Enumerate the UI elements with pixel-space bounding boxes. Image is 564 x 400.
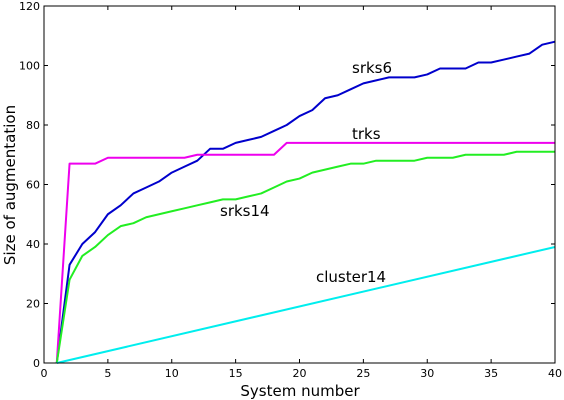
series-line-trks	[55, 141, 555, 364]
series-layer	[55, 40, 556, 364]
x-tick-label: 15	[229, 367, 243, 380]
x-axis-label: System number	[240, 382, 360, 400]
y-tick-label: 80	[26, 119, 40, 132]
series-line-srks14	[55, 150, 555, 364]
annotation-srks6: srks6	[352, 59, 392, 77]
series-line-cluster14	[56, 245, 556, 364]
y-tick-label: 0	[33, 357, 40, 370]
y-tick-label: 120	[19, 0, 40, 13]
ticks-layer: 0 5 10 15 20 25 30 35 40 0 20 40 60 80 100 120	[19, 0, 562, 380]
x-tick-label: 0	[41, 367, 48, 380]
annotation-srks14: srks14	[220, 202, 270, 220]
x-tick-label: 30	[420, 367, 434, 380]
y-axis-label: Size of augmentation	[1, 105, 19, 265]
annotation-cluster14: cluster14	[316, 268, 386, 286]
plot-frame	[43, 5, 556, 364]
y-tick-label: 60	[26, 179, 40, 192]
y-tick-label: 20	[26, 298, 40, 311]
x-tick-label: 25	[356, 367, 370, 380]
y-tick-label: 40	[26, 238, 40, 251]
x-tick-label: 40	[548, 367, 562, 380]
x-tick-label: 5	[104, 367, 111, 380]
annotation-trks: trks	[352, 125, 381, 143]
series-line-srks6	[55, 40, 556, 364]
y-tick-label: 100	[19, 60, 40, 73]
x-tick-label: 10	[165, 367, 179, 380]
x-tick-label: 35	[484, 367, 498, 380]
x-tick-label: 20	[293, 367, 307, 380]
